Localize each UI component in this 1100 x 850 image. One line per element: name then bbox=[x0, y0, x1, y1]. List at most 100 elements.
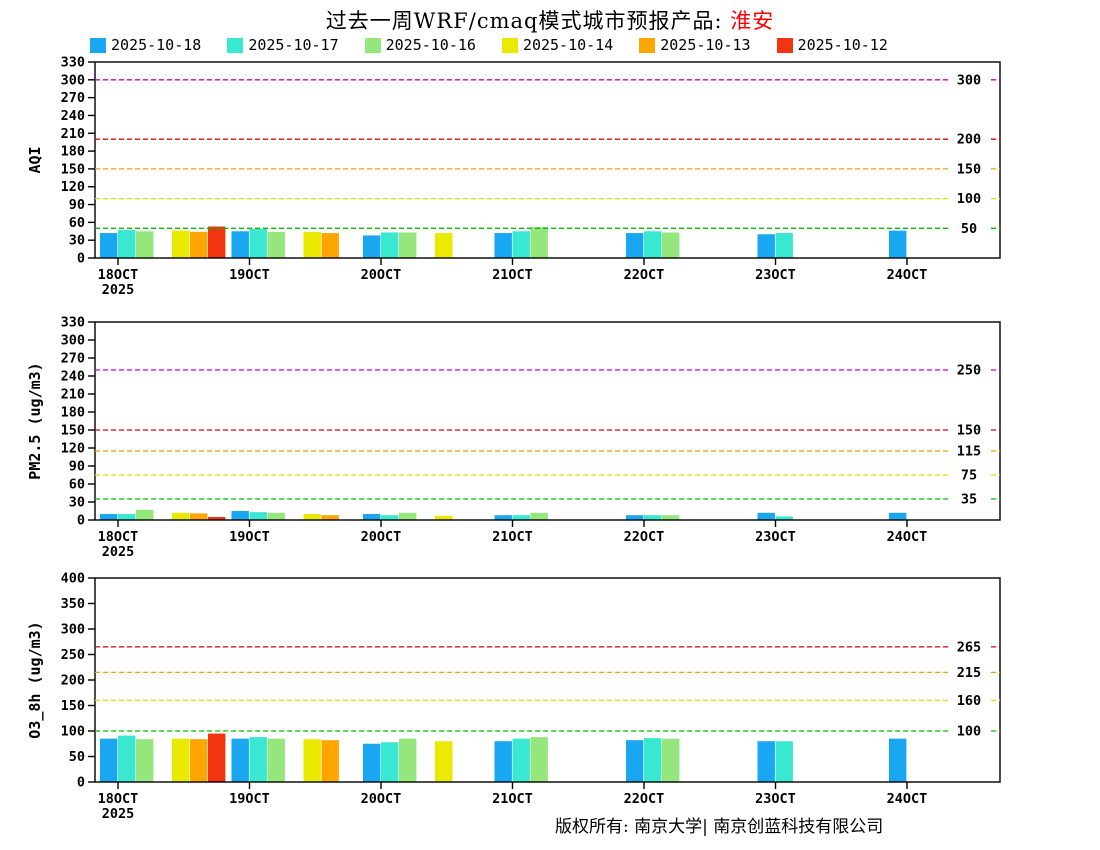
bar-aqi-20OCT-2025-10-18 bbox=[363, 235, 381, 258]
bar-pm25-19OCT-2025-10-17 bbox=[249, 512, 267, 520]
bar-aqi-21OCT-2025-10-17 bbox=[512, 231, 530, 258]
y-tick-label: 120 bbox=[61, 179, 85, 195]
x-tick-label: 18OCT bbox=[98, 529, 139, 545]
bar-pm25-19OCT-2025-10-14 bbox=[303, 514, 321, 520]
y-tick-label: 330 bbox=[61, 55, 85, 71]
ref-line-label: 75 bbox=[961, 468, 977, 484]
y-tick-label: 150 bbox=[61, 423, 85, 439]
bar-pm25-22OCT-2025-10-17 bbox=[644, 515, 662, 520]
x-tick-label: 24OCT bbox=[887, 529, 928, 545]
x-tick-label: 20OCT bbox=[361, 791, 402, 807]
x-tick-label: 24OCT bbox=[887, 267, 928, 283]
legend-item-2025-10-18: 2025-10-18 bbox=[90, 36, 201, 54]
x-tick-label: 24OCT bbox=[887, 791, 928, 807]
bar-pm25-18OCT-2025-10-12 bbox=[208, 517, 226, 520]
legend-label: 2025-10-18 bbox=[111, 36, 202, 54]
y-tick-label: 0 bbox=[77, 775, 85, 791]
ref-line-label: 115 bbox=[957, 444, 981, 460]
y-tick-label: 60 bbox=[69, 477, 85, 493]
x-tick-label: 21OCT bbox=[492, 791, 533, 807]
x-tick-label: 20OCT bbox=[361, 529, 402, 545]
bar-pm25-18OCT-2025-10-13 bbox=[190, 513, 208, 520]
x-year-label: 2025 bbox=[102, 806, 135, 822]
legend-label: 2025-10-16 bbox=[385, 36, 476, 54]
y-tick-label: 400 bbox=[61, 571, 85, 587]
bar-o3_8h-22OCT-2025-10-18 bbox=[626, 740, 644, 782]
bar-pm25-19OCT-2025-10-18 bbox=[231, 511, 249, 520]
bar-aqi-19OCT-2025-10-17 bbox=[249, 228, 267, 258]
bar-aqi-20OCT-2025-10-17 bbox=[381, 232, 399, 258]
title-city-name: 淮安 bbox=[730, 9, 775, 33]
ref-label-bg bbox=[949, 443, 989, 459]
bar-pm25-18OCT-2025-10-14 bbox=[172, 512, 190, 520]
ref-label-bg bbox=[949, 723, 989, 739]
bar-pm25-21OCT-2025-10-18 bbox=[494, 515, 512, 520]
bar-o3_8h-19OCT-2025-10-14 bbox=[303, 739, 321, 782]
bar-o3_8h-21OCT-2025-10-18 bbox=[494, 741, 512, 782]
x-tick-label: 21OCT bbox=[492, 529, 533, 545]
bar-o3_8h-24OCT-2025-10-18 bbox=[889, 738, 907, 782]
legend-label: 2025-10-14 bbox=[522, 36, 614, 54]
ref-line-label: 35 bbox=[961, 492, 977, 508]
y-tick-label: 270 bbox=[61, 351, 85, 367]
bar-pm25-19OCT-2025-10-16 bbox=[267, 512, 285, 520]
ref-label-bg bbox=[949, 131, 989, 148]
y-axis-label-pm25: PM2.5 (ug/m3) bbox=[26, 362, 44, 479]
y-tick-label: 270 bbox=[61, 90, 85, 106]
legend-swatch bbox=[364, 37, 381, 53]
ref-line-label: 150 bbox=[957, 161, 981, 177]
legend-label: 2025-10-13 bbox=[660, 36, 751, 54]
bar-o3_8h-22OCT-2025-10-17 bbox=[644, 738, 662, 782]
legend-item-2025-10-14: 2025-10-14 bbox=[501, 36, 614, 54]
bar-o3_8h-18OCT-2025-10-13 bbox=[190, 739, 208, 782]
bar-aqi-20OCT-2025-10-16 bbox=[399, 232, 417, 258]
legend-swatch bbox=[501, 37, 518, 53]
bar-aqi-20OCT-2025-10-14 bbox=[435, 233, 453, 258]
legend-label: 2025-10-12 bbox=[797, 36, 888, 54]
bar-o3_8h-19OCT-2025-10-13 bbox=[321, 740, 339, 782]
y-tick-label: 300 bbox=[61, 333, 85, 349]
bar-o3_8h-20OCT-2025-10-16 bbox=[399, 738, 417, 782]
bar-pm25-18OCT-2025-10-16 bbox=[136, 509, 154, 520]
x-tick-label: 18OCT bbox=[98, 791, 139, 807]
bar-pm25-24OCT-2025-10-18 bbox=[889, 512, 907, 520]
bar-aqi-22OCT-2025-10-16 bbox=[662, 232, 680, 258]
bar-o3_8h-19OCT-2025-10-16 bbox=[267, 738, 285, 782]
ref-label-bg bbox=[949, 467, 989, 483]
bar-pm25-21OCT-2025-10-17 bbox=[512, 515, 530, 520]
bar-pm25-21OCT-2025-10-16 bbox=[530, 512, 548, 520]
y-tick-label: 240 bbox=[61, 108, 85, 124]
y-tick-label: 30 bbox=[69, 233, 85, 249]
y-axis-label-o3_8h: O3_8h (ug/m3) bbox=[26, 621, 44, 738]
y-tick-label: 300 bbox=[61, 72, 85, 88]
y-tick-label: 90 bbox=[69, 459, 85, 475]
bar-pm25-22OCT-2025-10-16 bbox=[662, 515, 680, 520]
ref-label-bg bbox=[949, 692, 989, 709]
y-tick-label: 150 bbox=[61, 698, 85, 714]
ref-line-label: 150 bbox=[957, 423, 981, 439]
y-tick-label: 60 bbox=[69, 215, 85, 231]
title-text: 过去一周WRF/cmaq模式城市预报产品: bbox=[325, 9, 731, 33]
bar-aqi-22OCT-2025-10-17 bbox=[644, 231, 662, 258]
x-tick-label: 23OCT bbox=[755, 529, 796, 545]
bar-aqi-18OCT-2025-10-13 bbox=[190, 231, 208, 258]
y-tick-label: 150 bbox=[61, 161, 85, 177]
y-tick-label: 240 bbox=[61, 369, 85, 385]
bar-o3_8h-20OCT-2025-10-14 bbox=[435, 741, 453, 782]
ref-line-label: 200 bbox=[957, 132, 981, 148]
y-tick-label: 180 bbox=[61, 405, 85, 421]
legend-label: 2025-10-17 bbox=[248, 36, 339, 54]
page-title: 过去一周WRF/cmaq模式城市预报产品: 淮安 bbox=[0, 5, 1100, 35]
bar-aqi-19OCT-2025-10-14 bbox=[303, 231, 321, 258]
ref-line-label: 250 bbox=[957, 363, 981, 379]
bar-o3_8h-21OCT-2025-10-17 bbox=[512, 738, 530, 782]
bar-aqi-18OCT-2025-10-18 bbox=[100, 233, 118, 258]
bar-aqi-18OCT-2025-10-16 bbox=[136, 231, 154, 258]
x-tick-label: 21OCT bbox=[492, 267, 533, 283]
bar-aqi-19OCT-2025-10-18 bbox=[231, 231, 249, 258]
bar-aqi-24OCT-2025-10-18 bbox=[889, 230, 907, 258]
x-tick-label: 19OCT bbox=[229, 267, 270, 283]
x-tick-label: 19OCT bbox=[229, 529, 270, 545]
